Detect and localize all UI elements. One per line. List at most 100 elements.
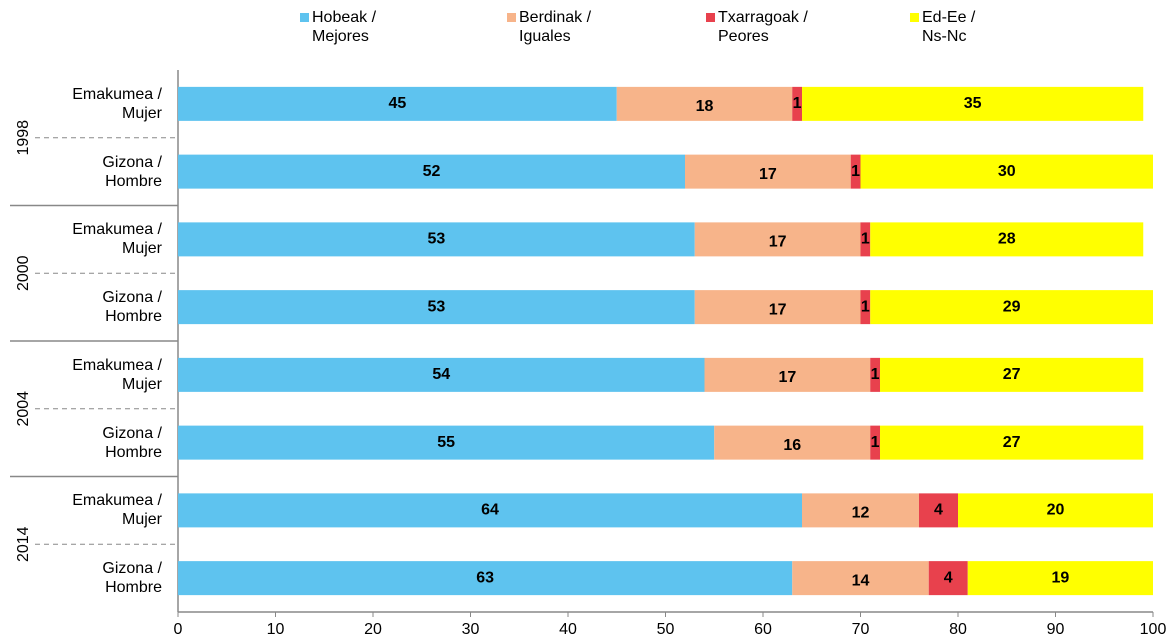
- value-label: 12: [852, 505, 870, 522]
- x-tick-label: 60: [754, 621, 772, 638]
- value-label: 27: [1003, 366, 1021, 383]
- value-label: 53: [427, 298, 445, 315]
- value-label: 16: [783, 437, 801, 454]
- value-label: 29: [1003, 298, 1021, 315]
- x-tick-label: 70: [852, 621, 870, 638]
- value-label: 35: [964, 95, 982, 112]
- value-label: 54: [432, 366, 450, 383]
- value-label: 17: [759, 166, 777, 183]
- bar-segment: [616, 86, 793, 121]
- x-tick-label: 10: [267, 621, 285, 638]
- bar-segment: [802, 493, 919, 528]
- value-label: 18: [696, 98, 714, 115]
- legend-label: Hobeak / Mejores: [312, 9, 377, 45]
- bar-segment: [850, 154, 861, 189]
- value-label: 1: [793, 95, 802, 112]
- value-label: 1: [871, 434, 880, 451]
- bar-segment: [178, 357, 705, 392]
- legend-item: Hobeak / Mejores: [300, 8, 376, 46]
- legend-label: Ed-Ee / Ns-Nc: [922, 9, 976, 45]
- x-tick-label: 0: [174, 621, 183, 638]
- value-label: 17: [769, 234, 787, 251]
- bar-segment: [694, 222, 861, 257]
- x-tick-label: 30: [462, 621, 480, 638]
- group-label: 2004: [15, 391, 32, 427]
- value-label: 64: [481, 502, 499, 519]
- bar-segment: [958, 493, 1153, 528]
- value-label: 28: [998, 231, 1016, 248]
- bar-segment: [919, 493, 958, 528]
- bar-segment: [178, 561, 793, 596]
- value-label: 45: [388, 95, 406, 112]
- legend-item: Ed-Ee / Ns-Nc: [910, 8, 975, 46]
- bar-segment: [928, 561, 968, 596]
- value-label: 1: [861, 298, 870, 315]
- x-tick-label: 40: [559, 621, 577, 638]
- bar-segment: [860, 290, 871, 325]
- value-label: 1: [861, 231, 870, 248]
- legend-swatch: [910, 13, 919, 22]
- bar-segment: [870, 290, 1153, 325]
- category-label: Gizona / Hombre: [102, 424, 162, 461]
- legend-item: Berdinak / Iguales: [507, 8, 591, 46]
- bar-segment: [694, 290, 861, 325]
- bar-segment: [685, 154, 851, 189]
- x-tick-label: 100: [1140, 621, 1167, 638]
- bar-segment: [880, 425, 1144, 460]
- value-label: 19: [1051, 569, 1069, 586]
- category-label: Emakumea / Mujer: [72, 221, 162, 258]
- value-label: 27: [1003, 434, 1021, 451]
- value-label: 17: [778, 369, 796, 386]
- category-label: Gizona / Hombre: [102, 560, 162, 597]
- category-label: Emakumea / Mujer: [72, 492, 162, 529]
- legend-item: Txarragoak / Peores: [706, 8, 808, 46]
- x-tick-label: 80: [949, 621, 967, 638]
- value-label: 1: [851, 163, 860, 180]
- bar-segment: [178, 290, 695, 325]
- value-label: 4: [934, 502, 943, 519]
- value-label: 17: [769, 301, 787, 318]
- bar-segment: [870, 425, 880, 460]
- x-tick-label: 50: [657, 621, 675, 638]
- bar-segment: [178, 425, 715, 460]
- legend-label: Txarragoak / Peores: [718, 9, 808, 45]
- bar-segment: [880, 357, 1144, 392]
- bar-segment: [870, 357, 880, 392]
- x-tick-label: 90: [1047, 621, 1065, 638]
- bar-segment: [860, 154, 1153, 189]
- legend-swatch: [507, 13, 516, 22]
- legend-swatch: [300, 13, 309, 22]
- group-label: 1998: [15, 120, 32, 156]
- value-label: 1: [871, 366, 880, 383]
- bar-segment: [792, 561, 929, 596]
- value-label: 52: [423, 163, 441, 180]
- group-label: 2014: [15, 526, 32, 562]
- category-label: Gizona / Hombre: [102, 153, 162, 190]
- value-label: 30: [998, 163, 1016, 180]
- value-label: 20: [1047, 502, 1065, 519]
- x-tick-label: 20: [364, 621, 382, 638]
- bar-segment: [792, 86, 802, 121]
- bar-segment: [802, 86, 1144, 121]
- bar-segment: [178, 222, 695, 257]
- legend-label: Berdinak / Iguales: [519, 9, 592, 45]
- value-label: 53: [427, 231, 445, 248]
- value-label: 4: [944, 569, 953, 586]
- category-label: Emakumea / Mujer: [72, 85, 162, 122]
- bar-segment: [714, 425, 871, 460]
- category-label: Emakumea / Mujer: [72, 356, 162, 393]
- bar-segment: [870, 222, 1144, 257]
- value-label: 14: [852, 572, 870, 589]
- value-label: 55: [437, 434, 455, 451]
- category-label: Gizona / Hombre: [102, 289, 162, 326]
- bar-segment: [704, 357, 871, 392]
- value-label: 63: [476, 569, 494, 586]
- group-label: 2000: [15, 255, 32, 291]
- bar-segment: [178, 86, 617, 121]
- bar-segment: [860, 222, 871, 257]
- bar-segment: [178, 493, 802, 528]
- bar-segment: [178, 154, 685, 189]
- bar-segment: [967, 561, 1153, 596]
